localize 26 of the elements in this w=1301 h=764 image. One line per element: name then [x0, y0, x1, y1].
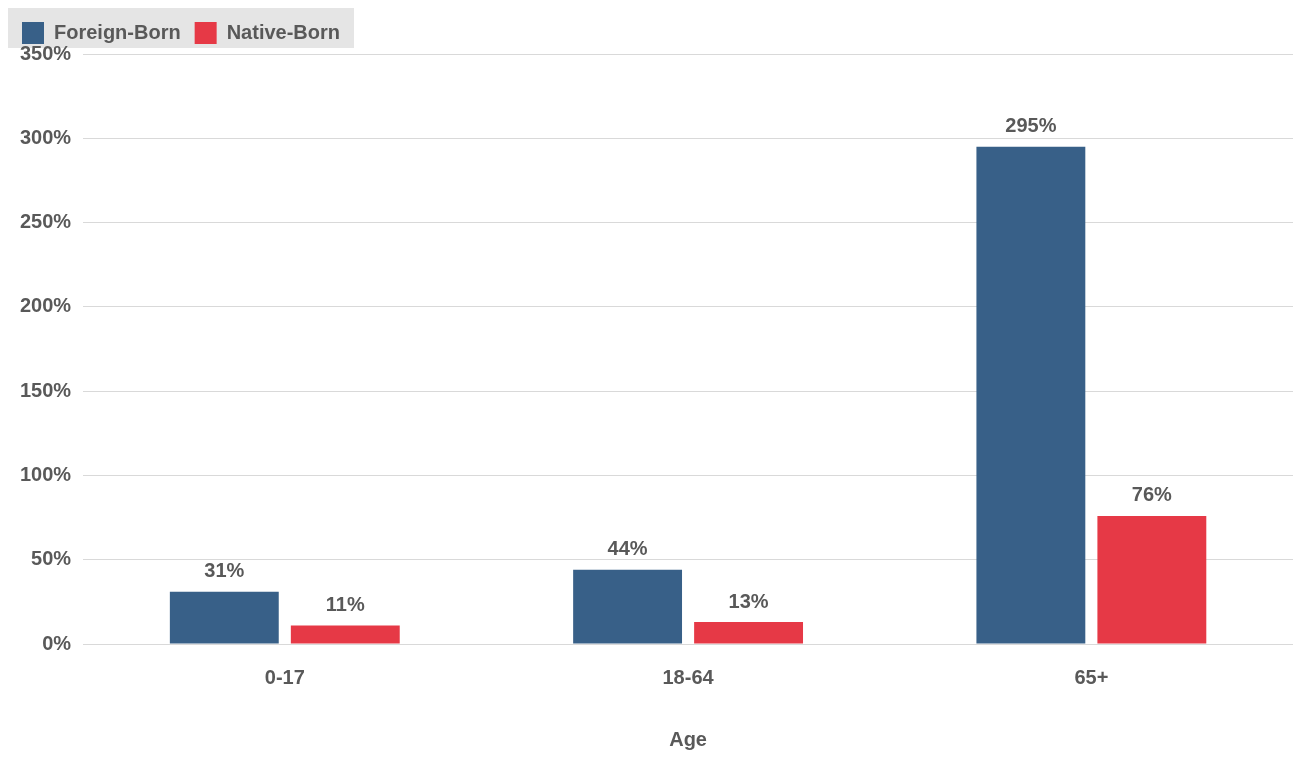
x-tick-label: 0-17	[264, 665, 305, 688]
x-tick-label: 18-64	[662, 665, 715, 688]
data-label: 44%	[607, 537, 648, 560]
y-tick-label: 250%	[20, 210, 72, 233]
data-label: 76%	[1131, 483, 1173, 506]
y-tick-label: 150%	[20, 378, 72, 401]
bar	[694, 622, 804, 644]
legend-label: Native-Born	[226, 20, 341, 43]
legend-label: Foreign-Born	[54, 20, 181, 43]
y-tick-label: 100%	[20, 462, 72, 485]
y-tick-label: 0%	[42, 631, 72, 654]
data-label: 295%	[1005, 114, 1057, 137]
y-tick-label: 350%	[20, 41, 72, 64]
bar	[290, 625, 400, 644]
data-label: 13%	[728, 589, 769, 612]
data-label: 31%	[204, 559, 245, 582]
y-tick-label: 200%	[20, 294, 72, 317]
y-tick-label: 50%	[31, 547, 72, 570]
y-tick-label: 300%	[20, 125, 72, 148]
data-label: 11%	[325, 592, 365, 615]
bar	[573, 569, 683, 644]
x-tick-label: 65+	[1074, 665, 1109, 688]
bar	[169, 591, 279, 644]
bar	[976, 146, 1086, 644]
x-axis-title: Age	[669, 727, 707, 750]
bar	[1097, 515, 1207, 644]
